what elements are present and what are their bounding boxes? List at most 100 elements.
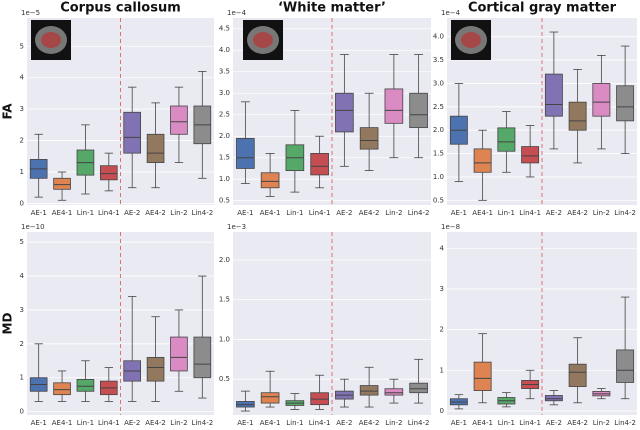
x-tick-label: Lin4-1 <box>309 209 331 217</box>
x-tick-label: Lin-1 <box>77 419 94 426</box>
y-tick-label: 1.5 <box>219 154 230 162</box>
y-tick-label: 0 <box>20 408 24 416</box>
x-tick-label: AE4-1 <box>260 209 281 217</box>
box <box>260 172 280 189</box>
box <box>592 83 611 117</box>
panel-title: Corpus callosum <box>60 1 181 16</box>
y-tick-label: 0 <box>20 199 24 207</box>
offset-label: 1e−3 <box>227 223 246 231</box>
x-tick-label: AE4-1 <box>52 419 73 426</box>
box <box>473 148 492 173</box>
box <box>170 336 188 372</box>
x-tick-label: Lin4-1 <box>98 209 120 217</box>
box <box>335 92 354 133</box>
x-tick-label: AE-1 <box>237 209 253 217</box>
x-tick-label: Lin4-2 <box>614 419 636 426</box>
y-tick-label: 4.0 <box>433 33 444 41</box>
x-tick-label: Lin4-1 <box>309 419 331 426</box>
y-tick-label: 3.0 <box>433 79 444 87</box>
y-tick-label: 3 <box>20 105 24 113</box>
box <box>568 363 587 387</box>
box <box>53 382 71 396</box>
box <box>260 392 280 404</box>
y-tick-label: 3 <box>440 285 444 293</box>
x-tick-label: AE-1 <box>31 209 47 217</box>
x-tick-label: AE-1 <box>451 209 467 217</box>
x-tick-label: Lin4-2 <box>408 419 430 426</box>
y-tick-label: 0 <box>440 407 444 415</box>
y-tick-label: 2.0 <box>433 126 444 134</box>
panel-title: Cortical gray matter <box>468 1 617 16</box>
x-tick-label: Lin4-2 <box>408 209 430 217</box>
brain-image <box>461 32 481 48</box>
x-tick-label: Lin4-2 <box>191 419 213 426</box>
box <box>359 385 379 396</box>
x-tick-label: AE4-2 <box>359 419 380 426</box>
brain-image <box>253 32 273 48</box>
offset-label: 1e−4 <box>441 9 461 17</box>
y-tick-label: 2 <box>20 340 24 348</box>
y-tick-label: 1.5 <box>433 150 444 158</box>
brain-image <box>41 32 61 48</box>
x-tick-label: Lin-2 <box>593 419 610 426</box>
y-tick-label: 4 <box>20 74 25 82</box>
box <box>146 356 165 382</box>
y-tick-label: 0.5 <box>219 197 230 205</box>
x-tick-label: AE-2 <box>336 209 352 217</box>
box <box>473 361 492 391</box>
y-tick-label: 2.0 <box>219 256 230 264</box>
y-tick-label: 1 <box>20 374 24 382</box>
y-tick-label: 1 <box>20 168 24 176</box>
box <box>53 177 71 190</box>
x-tick-label: AE4-2 <box>567 419 588 426</box>
x-tick-label: AE-2 <box>124 209 140 217</box>
box <box>359 127 379 150</box>
box <box>409 382 428 394</box>
y-tick-label: 5 <box>20 42 24 50</box>
y-tick-label: 1 <box>440 366 444 374</box>
x-tick-label: AE-1 <box>31 419 47 426</box>
x-tick-label: AE-1 <box>451 419 467 426</box>
x-tick-label: AE4-1 <box>52 209 73 217</box>
x-tick-label: AE-2 <box>546 419 562 426</box>
x-tick-label: Lin-1 <box>77 209 94 217</box>
box <box>170 105 188 135</box>
row-label: FA <box>1 103 15 120</box>
x-tick-label: Lin4-1 <box>98 419 120 426</box>
offset-label: 1e−8 <box>441 223 460 231</box>
box <box>123 111 142 154</box>
x-tick-label: Lin-2 <box>385 209 402 217</box>
x-tick-label: Lin-1 <box>498 419 515 426</box>
x-tick-label: Lin-2 <box>593 209 610 217</box>
offset-label: 1e−4 <box>227 9 247 17</box>
box <box>99 165 118 181</box>
y-tick-label: 4 <box>440 244 445 252</box>
y-tick-label: 2.0 <box>219 132 230 140</box>
box <box>146 133 165 163</box>
y-tick-label: 2.5 <box>433 103 444 111</box>
y-tick-label: 1.0 <box>219 175 230 183</box>
box <box>409 92 428 129</box>
y-tick-label: 4.5 <box>219 25 230 33</box>
x-tick-label: AE-2 <box>124 419 140 426</box>
y-tick-label: 2 <box>20 137 24 145</box>
x-tick-label: AE4-2 <box>359 209 380 217</box>
x-tick-label: AE4-2 <box>145 419 166 426</box>
y-tick-label: 1.0 <box>219 335 230 343</box>
y-tick-label: 4 <box>20 272 25 280</box>
x-tick-label: Lin4-2 <box>614 209 636 217</box>
x-tick-label: AE-1 <box>237 419 253 426</box>
x-tick-label: AE4-1 <box>472 209 493 217</box>
x-tick-label: Lin-1 <box>498 209 515 217</box>
y-tick-label: 1.5 <box>219 296 230 304</box>
y-tick-label: 3.5 <box>219 68 230 76</box>
y-tick-label: 3.0 <box>219 89 230 97</box>
box <box>616 349 635 383</box>
y-tick-label: 5 <box>20 238 24 246</box>
x-tick-label: AE4-1 <box>472 419 493 426</box>
box <box>384 388 404 396</box>
offset-label: 1e−5 <box>21 9 40 17</box>
y-tick-label: 1.0 <box>433 173 444 181</box>
box <box>544 395 563 402</box>
x-tick-label: AE4-2 <box>567 209 588 217</box>
